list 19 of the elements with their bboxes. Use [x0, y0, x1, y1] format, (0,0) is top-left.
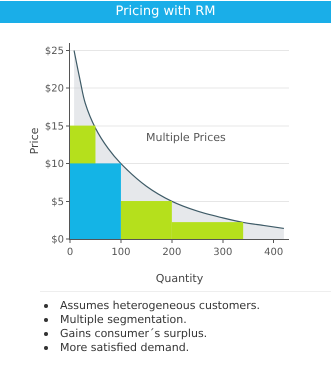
y-tick-label: $10	[44, 159, 64, 170]
x-axis-title: Quantity	[156, 272, 204, 285]
y-tick-label: $5	[51, 196, 64, 208]
x-tick-label: 200	[162, 247, 182, 258]
chart-title: Pricing with RM	[0, 1, 331, 23]
y-tick-label: $20	[44, 84, 64, 95]
y-tick-label: $0	[51, 234, 64, 246]
x-tick-label: 400	[264, 247, 284, 258]
x-tick-label: 100	[111, 247, 130, 258]
text: More satisfied demand.	[59, 341, 190, 354]
text: Multiple segmentation.	[59, 313, 188, 326]
y-tick-label: $15	[44, 121, 64, 132]
text: Assumes heterogeneous customers.	[59, 299, 261, 312]
y-axis-title: Price	[28, 127, 41, 154]
text: Gains consumer´s surplus.	[59, 327, 208, 340]
x-tick-label: 0	[66, 247, 74, 258]
x-tick-label: 300	[213, 247, 232, 258]
y-tick-label: $25	[44, 46, 64, 58]
annotation: Multiple Prices	[146, 131, 226, 144]
